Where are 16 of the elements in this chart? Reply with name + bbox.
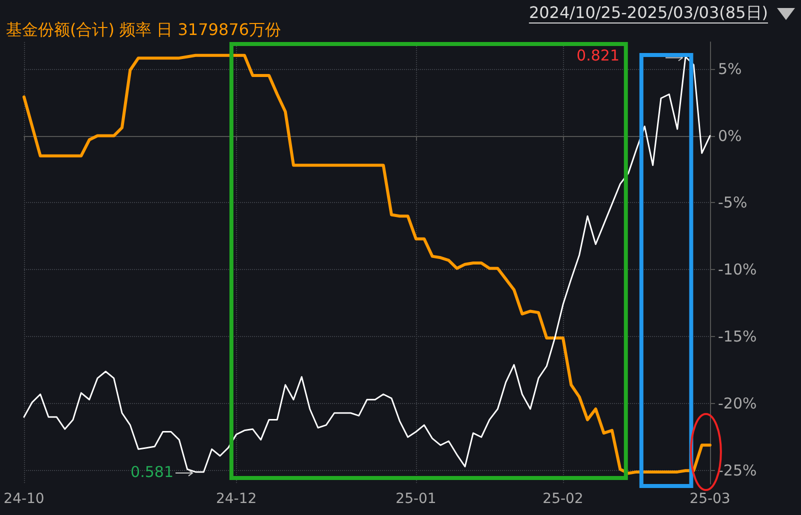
chart-subtitle: 2024/10/25-2025/03/03(85日) xyxy=(528,3,768,22)
annotation: 0.821 xyxy=(576,46,620,65)
y-tick-label: 0% xyxy=(718,126,742,145)
x-tick-label: 24-10 xyxy=(4,491,44,507)
y-tick-label: -25% xyxy=(718,462,757,480)
x-tick-label: 25-01 xyxy=(396,491,436,507)
x-tick-label: 24-12 xyxy=(216,491,257,507)
chart-title: 基金份额(合计) 频率 日 3179876万份 xyxy=(6,20,281,39)
x-tick-label: 25-02 xyxy=(542,491,584,507)
y-tick-label: -15% xyxy=(718,328,757,346)
x-tick-label: 25-03 xyxy=(690,491,730,507)
y-tick-label: -10% xyxy=(718,260,757,279)
annotation: 0.581 xyxy=(130,462,174,481)
y-tick-label: -20% xyxy=(718,394,757,413)
y-tick-label: -5% xyxy=(718,194,748,212)
y-tick-label: 5% xyxy=(718,60,742,78)
